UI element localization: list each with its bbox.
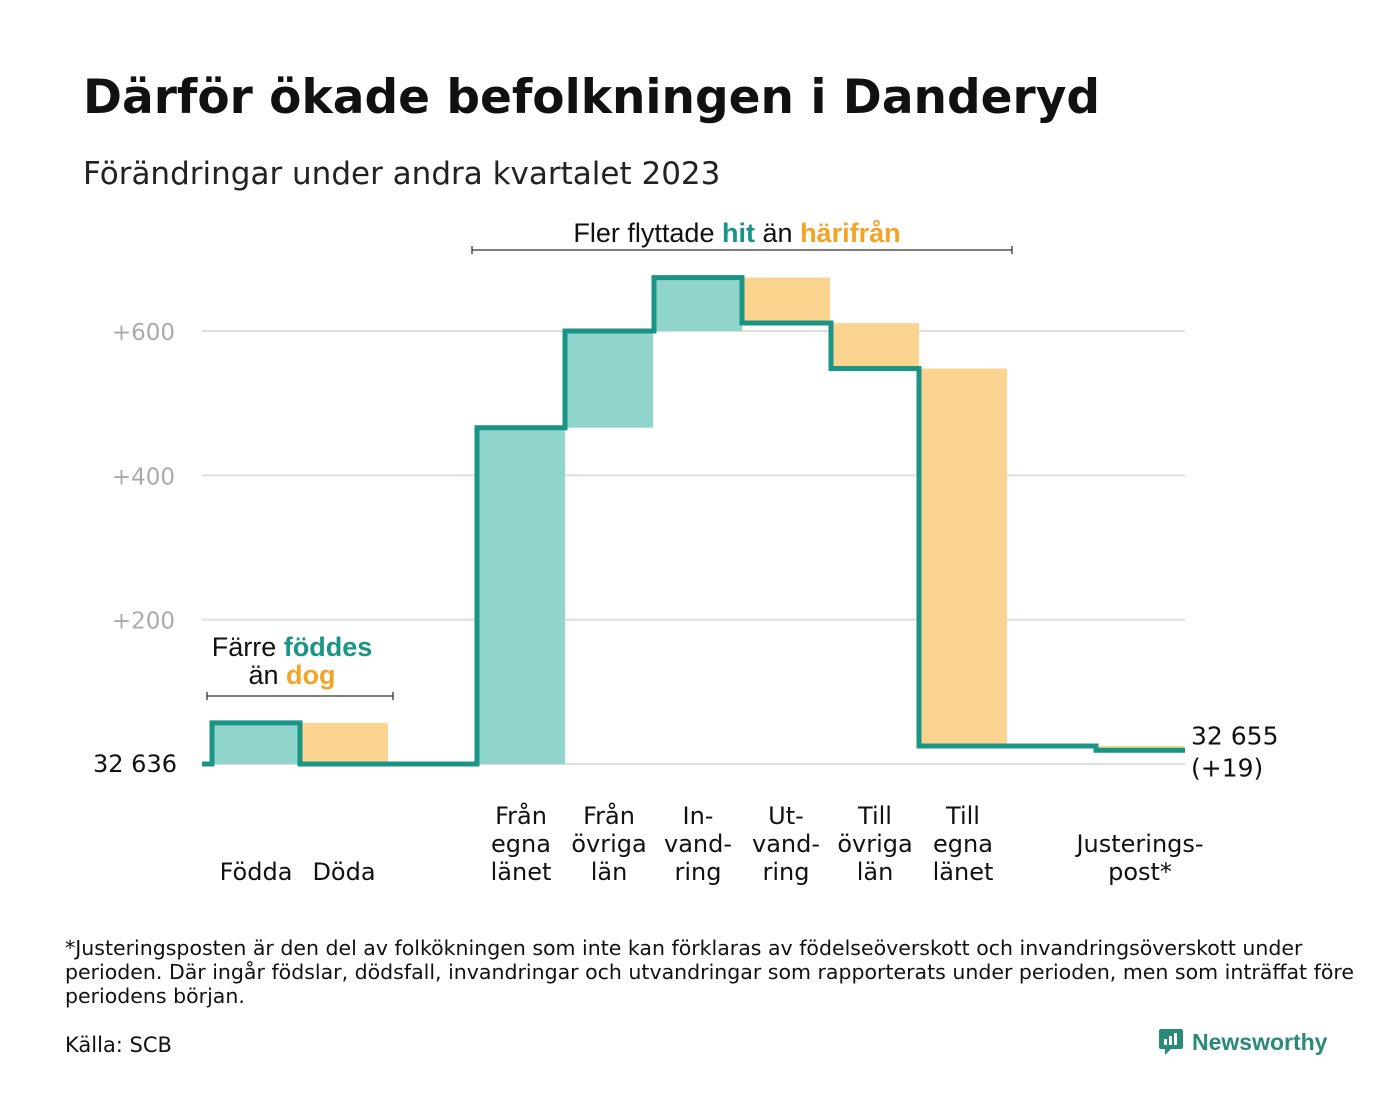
decrease-bar	[919, 368, 1007, 746]
moves-annotation: Fler flyttade hit än härifrån	[471, 218, 1013, 254]
svg-text:Fler flyttade hit än härifrån: Fler flyttade hit än härifrån	[573, 218, 900, 248]
decrease-bar	[831, 323, 919, 369]
births-annotation-prefix-2: än	[248, 660, 278, 690]
births-annotation-bracket	[206, 692, 394, 700]
footnote: *Justeringsposten är den del av folkökni…	[65, 936, 1354, 1008]
category-label: Döda	[312, 858, 375, 886]
category-label: Till egna länet	[933, 802, 994, 886]
category-label: In-vand-ring	[664, 802, 732, 886]
chart-subtitle: Förändringar under andra kvartalet 2023	[83, 156, 721, 192]
increase-bar	[477, 427, 565, 764]
decrease-bar	[742, 277, 830, 324]
increase-bar	[212, 722, 300, 764]
svg-text:Färre föddes: Färre föddes	[212, 632, 373, 662]
births-annotation-highlight-2: dog	[286, 660, 335, 690]
start-value-label: 32 636	[93, 750, 177, 778]
waterfall-chart: +200 +400 +600 32 636 Födda Döda Från egna länet…	[93, 218, 1278, 886]
cumulative-step-line	[202, 275, 1185, 767]
step-line-group	[202, 275, 1185, 767]
category-label: Från egna länet	[491, 801, 552, 886]
bars	[212, 277, 1184, 764]
y-tick-label: +200	[112, 609, 175, 635]
moves-annotation-highlight-2: härifrån	[800, 218, 901, 248]
births-annotation: Färre föddes än dog	[206, 632, 394, 700]
category-label: Till övriga län	[837, 802, 912, 886]
newsworthy-logo-icon	[1159, 1029, 1183, 1055]
increase-bar	[565, 331, 653, 428]
end-change-label: (+19)	[1191, 753, 1263, 782]
category-label: Från övriga län	[571, 801, 646, 886]
births-annotation-prefix: Färre	[212, 632, 277, 662]
y-tick-label: +600	[112, 320, 175, 346]
category-label: Ut-vand-ring	[752, 802, 820, 886]
moves-annotation-bracket	[471, 246, 1013, 254]
decrease-bar	[300, 722, 388, 764]
category-label: Födda	[220, 858, 293, 886]
end-value-label: 32 655	[1191, 721, 1278, 750]
category-label: Justerings-post*	[1074, 830, 1203, 886]
grid-lines	[202, 330, 1185, 765]
brand-name: Newsworthy	[1192, 1028, 1328, 1055]
moves-annotation-highlight-1: hit	[722, 218, 755, 248]
moves-annotation-mid: än	[763, 218, 793, 248]
brand-logo: Newsworthy	[1158, 1027, 1327, 1057]
moves-annotation-prefix: Fler flyttade	[573, 218, 714, 248]
source-note: Källa: SCB	[65, 1033, 172, 1057]
y-tick-label: +400	[112, 464, 175, 490]
births-annotation-highlight-1: föddes	[284, 632, 373, 662]
chart-title: Därför ökade befolkningen i Danderyd	[83, 70, 1100, 125]
increase-bar	[654, 277, 742, 331]
svg-text:än dog: än dog	[248, 660, 335, 690]
labels: +200 +400 +600 32 636 Födda Döda Från egna länet…	[93, 320, 1278, 886]
